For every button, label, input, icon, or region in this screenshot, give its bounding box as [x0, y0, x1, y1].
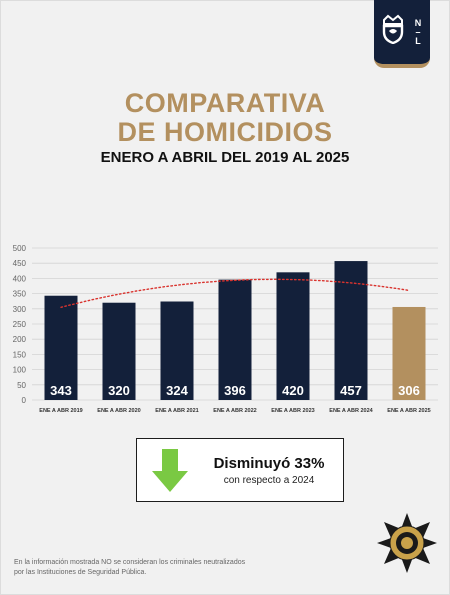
bar-value-label: 420	[282, 383, 304, 398]
bar	[218, 279, 252, 400]
trend-line	[60, 278, 410, 308]
y-tick-label: 450	[13, 259, 27, 268]
bar-value-label: 457	[340, 383, 362, 398]
down-arrow-icon	[152, 449, 188, 492]
bar-value-label: 343	[50, 383, 72, 398]
footnote-line-1: En la información mostrada NO se conside…	[14, 559, 246, 566]
y-tick-label: 100	[13, 366, 27, 375]
x-category-label: ENE A ABR 2024	[329, 408, 373, 414]
homicides-bar-chart: 0 50 100 150 200 250 300 350 400 450 500 343 ENE A A…	[13, 244, 438, 414]
logo-divider: –	[415, 27, 421, 37]
bar	[102, 302, 136, 400]
result-headline: Disminuyó 33%	[213, 455, 325, 472]
result-callout: Disminuyó 33% con respecto a 2024	[136, 438, 344, 502]
bar	[392, 306, 426, 400]
state-logo: N – L	[374, 0, 430, 68]
y-tick-label: 350	[13, 290, 27, 299]
y-tick-label: 250	[13, 320, 27, 329]
logo-letter-l: L	[415, 36, 421, 46]
page-subtitle: ENERO A ABRIL DEL 2019 AL 2025	[100, 149, 350, 166]
bar-value-label: 324	[166, 383, 188, 398]
page-title-line-1: COMPARATIVA	[124, 88, 326, 118]
bar-value-label: 306	[398, 383, 420, 398]
y-tick-label: 200	[13, 335, 27, 344]
police-badge-logo	[377, 513, 437, 573]
x-category-label: ENE A ABR 2020	[97, 408, 140, 414]
y-tick-label: 400	[13, 274, 27, 283]
y-tick-label: 150	[13, 350, 27, 359]
crest-icon	[382, 14, 404, 44]
y-tick-label: 50	[17, 381, 26, 390]
y-tick-label: 500	[13, 244, 27, 253]
x-category-label: ENE A ABR 2022	[213, 408, 256, 414]
bar	[160, 301, 194, 400]
bar-value-label: 320	[108, 383, 130, 398]
footnote-line-2: por las Instituciones de Seguridad Públi…	[14, 569, 147, 576]
logo-letter-n: N	[414, 18, 422, 28]
y-tick-label: 0	[22, 396, 27, 405]
x-category-label: ENE A ABR 2021	[155, 408, 198, 414]
page-title-line-2: DE HOMICIDIOS	[117, 117, 333, 147]
y-tick-label: 300	[13, 305, 27, 314]
bar	[276, 272, 310, 400]
result-subtext: con respecto a 2024	[223, 475, 315, 486]
x-category-label: ENE A ABR 2025	[387, 408, 430, 414]
x-category-label: ENE A ABR 2023	[271, 408, 314, 414]
bar-value-label: 396	[224, 383, 246, 398]
bar	[44, 295, 78, 400]
x-category-label: ENE A ABR 2019	[39, 408, 82, 414]
